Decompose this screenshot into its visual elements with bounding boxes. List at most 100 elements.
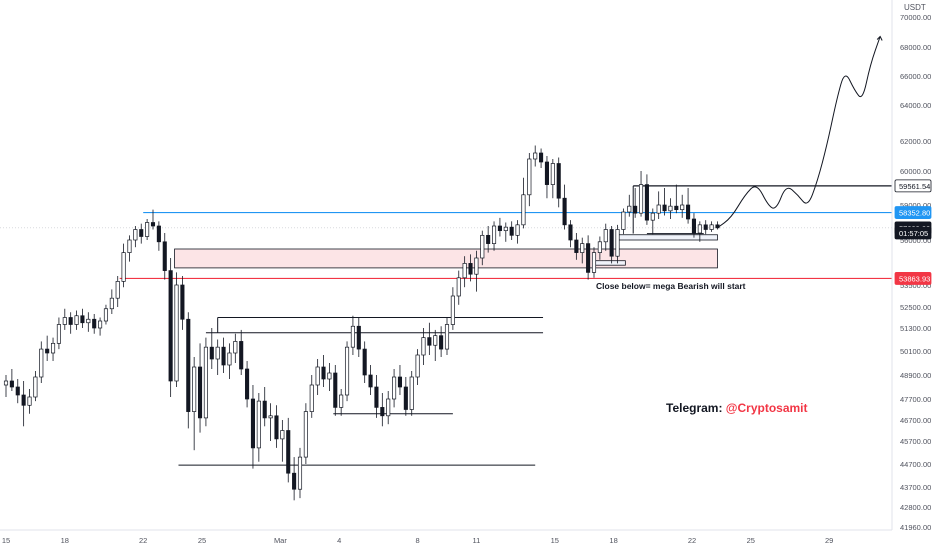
candle[interactable] [9,369,14,391]
candle[interactable] [192,357,197,451]
candle[interactable] [339,389,344,416]
candle[interactable] [527,153,532,207]
candle[interactable] [586,235,591,280]
candle[interactable] [421,328,426,365]
candle[interactable] [168,258,173,397]
candle[interactable] [439,326,444,357]
box-low[interactable] [593,260,626,266]
candle[interactable] [580,237,585,264]
candle[interactable] [680,194,685,218]
candle[interactable] [86,312,91,332]
candle[interactable] [691,213,697,238]
candle[interactable] [397,365,403,395]
candle[interactable] [474,250,479,292]
candle[interactable] [509,221,514,240]
candle[interactable] [203,337,208,427]
candle[interactable] [539,148,544,169]
candle[interactable] [468,254,473,282]
candle[interactable] [56,317,61,350]
candle[interactable] [133,226,138,248]
candle[interactable] [650,208,655,235]
candle[interactable] [174,272,179,387]
candle[interactable] [674,184,679,214]
price-axis[interactable]: 70000.00 68000.00 66000.00 64000.00 62000.00… [900,13,931,532]
candle[interactable] [662,188,667,216]
candle[interactable] [250,385,256,469]
candle[interactable] [215,339,220,376]
candle[interactable] [186,312,191,429]
candle[interactable] [703,220,708,235]
candle[interactable] [150,209,156,230]
candle[interactable] [556,157,561,208]
candle[interactable] [280,420,285,462]
candle[interactable] [415,349,420,385]
candle[interactable] [262,387,267,427]
candle[interactable] [315,359,320,395]
candle[interactable] [344,341,350,402]
forecast-path[interactable] [717,36,881,229]
candle[interactable] [92,314,97,334]
candle[interactable] [121,243,126,288]
candle[interactable] [145,219,150,240]
candle[interactable] [550,159,555,199]
candle[interactable] [686,188,691,224]
candle[interactable] [98,317,103,336]
candle[interactable] [297,447,303,499]
candle[interactable] [380,393,385,427]
candle[interactable] [574,233,579,260]
candle[interactable] [386,391,391,425]
candle[interactable] [374,375,379,418]
candle[interactable] [597,236,602,260]
candle[interactable] [109,289,114,314]
candle[interactable] [27,389,32,414]
candle[interactable] [627,194,632,217]
candle[interactable] [697,221,702,242]
candle[interactable] [403,377,408,416]
candle[interactable] [668,198,673,219]
candle[interactable] [309,375,314,418]
candle[interactable] [45,335,50,361]
candle[interactable] [268,403,273,441]
candle[interactable] [227,343,232,379]
candle[interactable] [80,308,85,328]
candle[interactable] [303,403,308,464]
candle[interactable] [409,371,414,416]
candle[interactable] [256,393,261,462]
candle[interactable] [221,337,226,373]
candle[interactable] [480,230,485,266]
candle[interactable] [321,355,326,387]
candle[interactable] [3,375,9,397]
candle[interactable] [638,171,644,217]
small-box[interactable] [617,234,718,241]
candle[interactable] [162,233,167,280]
candle[interactable] [156,221,161,251]
candle[interactable] [139,223,144,244]
candle[interactable] [603,223,608,251]
candle[interactable] [709,221,714,232]
candle[interactable] [621,208,626,235]
candle[interactable] [497,217,502,237]
candle[interactable] [427,322,432,355]
candle[interactable] [333,365,338,416]
candle[interactable] [15,379,20,404]
candle[interactable] [245,361,250,408]
candle[interactable] [656,191,661,219]
candle[interactable] [292,457,297,501]
candle[interactable] [456,270,461,305]
candle[interactable] [209,328,214,369]
candle[interactable] [533,145,538,167]
candle[interactable] [568,220,573,248]
candle[interactable] [233,333,238,363]
candle[interactable] [450,287,455,330]
candle[interactable] [444,317,450,356]
candle[interactable] [633,188,638,218]
candle[interactable] [562,184,567,230]
candle[interactable] [521,177,526,229]
candle[interactable] [286,417,291,483]
candle[interactable] [239,329,244,375]
candle[interactable] [197,343,203,433]
candle[interactable] [39,341,44,383]
candle[interactable] [644,174,649,225]
candle[interactable] [33,371,38,402]
